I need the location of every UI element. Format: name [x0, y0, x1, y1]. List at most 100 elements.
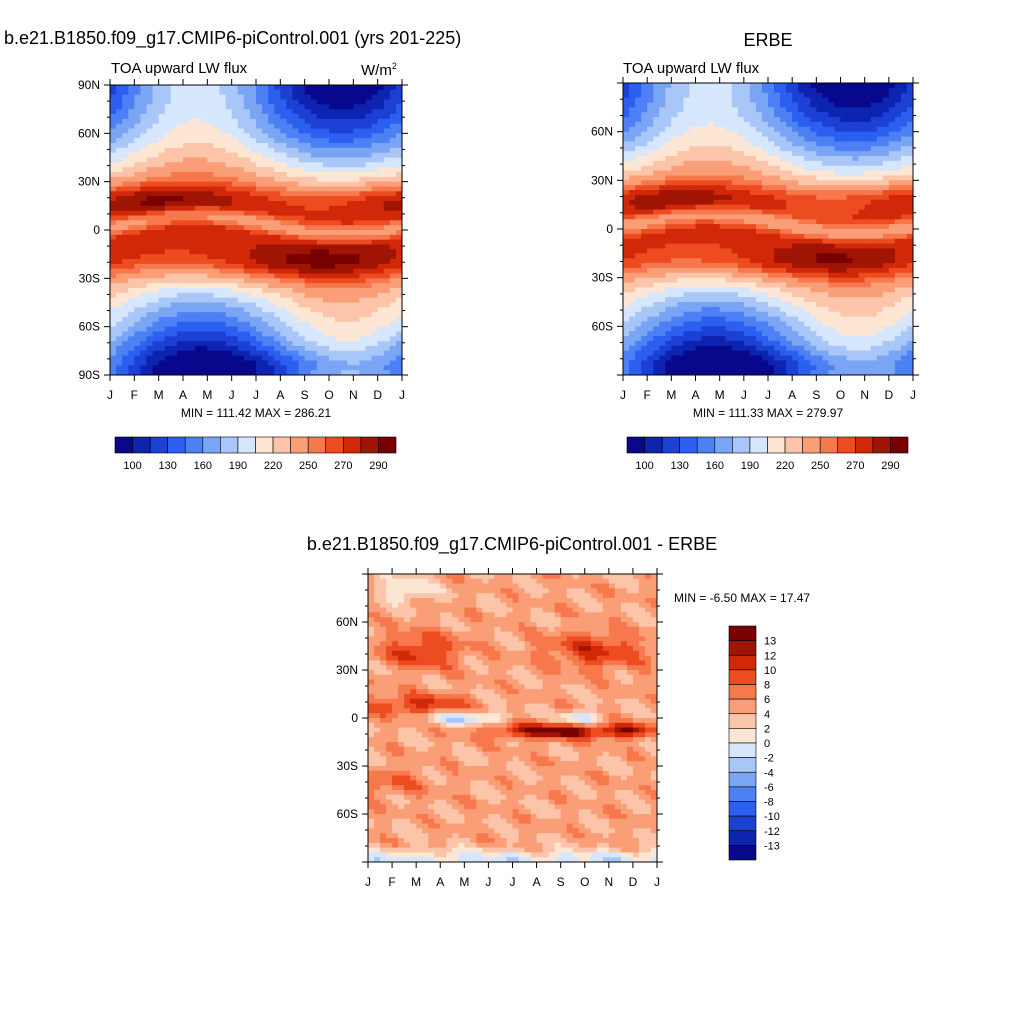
field-cell	[268, 181, 275, 187]
field-cell	[134, 186, 141, 192]
field-cell	[122, 365, 129, 371]
field-cell	[237, 162, 245, 168]
field-cell	[743, 238, 751, 245]
field-cell	[852, 194, 860, 201]
field-cell	[371, 85, 379, 91]
field-cell	[274, 365, 281, 371]
field-cell	[140, 307, 147, 313]
field-cell	[176, 263, 184, 270]
field-cell	[207, 230, 214, 236]
field-cell	[110, 249, 117, 255]
field-cell	[140, 360, 147, 366]
field-cell	[347, 312, 354, 318]
field-cell	[695, 224, 703, 230]
field-cell	[635, 238, 642, 245]
field-cell	[268, 254, 275, 260]
field-cell	[689, 229, 696, 235]
field-cell	[110, 138, 117, 144]
field-obs	[623, 83, 913, 375]
field-cell	[786, 199, 793, 206]
field-cell	[146, 302, 154, 308]
field-cell	[158, 89, 166, 96]
field-cell	[731, 136, 739, 142]
field-cell	[280, 307, 287, 313]
field-cell	[882, 267, 890, 274]
field-cell	[846, 160, 854, 167]
field-cell	[353, 133, 360, 139]
field-cell	[689, 126, 696, 133]
field-cell	[110, 220, 117, 226]
field-cell	[164, 128, 172, 134]
field-cell	[689, 194, 696, 201]
field-cell	[780, 194, 787, 201]
field-cell	[304, 201, 312, 207]
field-cell	[280, 288, 287, 294]
field-cell	[834, 258, 841, 264]
field-cell	[894, 117, 902, 123]
field-cell	[623, 136, 630, 142]
field-cell	[146, 278, 154, 284]
field-cell	[768, 165, 775, 172]
field-cell	[395, 268, 402, 274]
field-cell	[268, 128, 275, 134]
field-cell	[635, 126, 642, 133]
field-cell	[189, 152, 196, 158]
field-cell	[768, 190, 775, 196]
field-cell	[635, 185, 642, 191]
field-cell	[183, 162, 190, 168]
field-cell	[792, 263, 799, 269]
field-cell	[256, 225, 263, 231]
field-cell	[900, 204, 908, 211]
field-cell	[798, 92, 805, 99]
field-cell	[237, 94, 245, 100]
field-cell	[207, 85, 214, 91]
field-cell	[110, 365, 117, 371]
field-cell	[689, 248, 696, 254]
field-cell	[749, 131, 757, 138]
field-cell	[243, 239, 251, 245]
field-cell	[316, 346, 324, 352]
field-cell	[786, 151, 793, 157]
field-cell	[316, 355, 324, 361]
field-cell	[798, 121, 805, 128]
field-cell	[846, 229, 854, 235]
field-cell	[201, 239, 208, 245]
field-cell	[371, 297, 379, 303]
field-cell	[268, 118, 275, 125]
field-cell	[623, 102, 630, 108]
field-cell	[122, 220, 129, 226]
field-cell	[134, 201, 141, 207]
field-cell	[641, 194, 648, 201]
field-cell	[707, 190, 715, 196]
field-cell	[852, 209, 860, 215]
field-cell	[689, 180, 696, 186]
field-cell	[659, 238, 666, 245]
field-cell	[647, 209, 654, 215]
field-cell	[846, 194, 854, 201]
field-cell	[152, 109, 160, 115]
field-cell	[243, 350, 251, 357]
field-cell	[395, 181, 402, 187]
field-cell	[846, 224, 854, 230]
field-cell	[852, 92, 860, 99]
field-cell	[870, 170, 878, 176]
field-cell	[274, 123, 281, 129]
field-cell	[864, 146, 872, 152]
field-cell	[653, 87, 660, 94]
field-cell	[316, 230, 324, 236]
field-cell	[828, 199, 835, 206]
field-cell	[249, 191, 257, 197]
field-cell	[798, 185, 805, 191]
field-cell	[804, 253, 811, 259]
field-cell	[737, 219, 745, 225]
field-cell	[341, 99, 348, 105]
field-cell	[341, 109, 348, 115]
field-cell	[659, 194, 666, 201]
field-cell	[774, 253, 781, 259]
field-cell	[852, 219, 860, 225]
field-cell	[780, 87, 787, 94]
field-cell	[316, 350, 324, 357]
field-cell	[140, 133, 147, 139]
field-cell	[170, 283, 178, 289]
field-cell	[389, 89, 397, 96]
